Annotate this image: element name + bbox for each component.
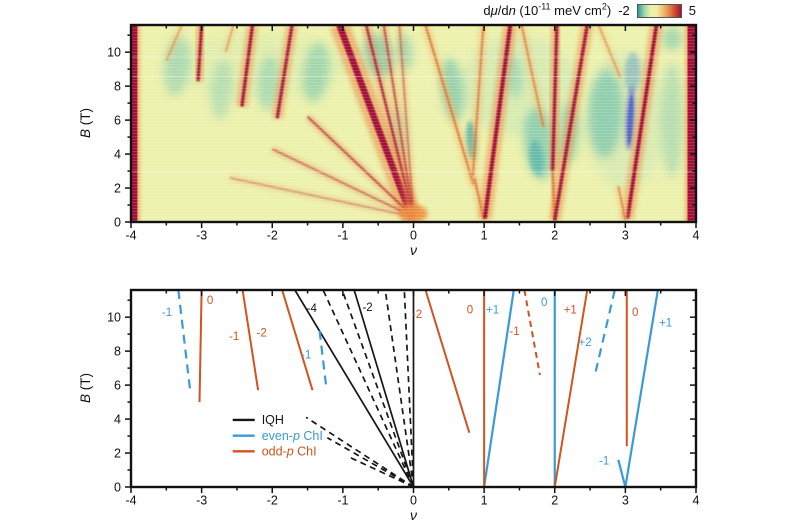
x-tick-label: 3 [622, 494, 629, 508]
line-label: -1 [509, 326, 519, 338]
x-tick-label: 1 [481, 494, 488, 508]
line-label: +2 [579, 337, 592, 349]
legend-label: even-p ChI [262, 429, 323, 443]
fan-line [424, 290, 471, 433]
fan-line [322, 290, 415, 488]
colorbar-row: dμ/dn (10-11 meV cm2) -2 5 [483, 1, 696, 18]
y-axis-title-top: B (T) [78, 108, 93, 139]
colorbar-min-label: -2 [618, 3, 630, 18]
x-tick-label: -1 [337, 494, 348, 508]
fan-line [294, 290, 415, 488]
x-tick-label: -3 [196, 229, 207, 243]
fan-line [318, 330, 328, 391]
x-tick-label: -4 [125, 494, 136, 508]
y-tick-label: 10 [107, 311, 121, 325]
x-axis-title-bottom: ν [410, 507, 417, 523]
line-label: -2 [257, 327, 267, 339]
heatmap-panel: -4 -3 -2 -1 0 1 2 3 4 0 2 4 6 8 10 [107, 23, 700, 243]
fan-diagram-panel: -4 -2 -1 -1 +1 0 +2 +1 -1 0 -1 -2 -2 0 -1 +1 0 IQH even-p … [107, 288, 700, 508]
line-label: 0 [207, 295, 213, 307]
line-label: -2 [362, 302, 372, 314]
x-tick-label: 1 [481, 229, 488, 243]
x-tick-label: 0 [410, 229, 417, 243]
x-tick-label: 0 [410, 494, 417, 508]
x-tick-label: -3 [196, 494, 207, 508]
y-tick-label: 6 [114, 379, 121, 393]
y-tick-label: 10 [107, 46, 121, 60]
x-tick-label: 4 [693, 494, 700, 508]
line-label: 0 [541, 297, 547, 309]
y-tick-label: 0 [114, 216, 121, 230]
fan-line [353, 290, 415, 488]
line-label: 0 [467, 305, 473, 317]
y-tick-label: 4 [114, 148, 121, 162]
y-tick-label: 0 [114, 481, 121, 495]
fan-svg: -4 -2 -1 -1 +1 0 +2 +1 -1 0 -1 -2 -2 0 -1 +1 0 IQH even-p … [107, 288, 700, 508]
heatmap-svg: -4 -3 -2 -1 0 1 2 3 4 0 2 4 6 8 10 [107, 23, 700, 243]
colorbar-label: dμ/dn (10-11 meV cm2) [483, 1, 612, 18]
legend-label: IQH [262, 413, 284, 427]
fan-line [523, 290, 541, 376]
line-label: +1 [659, 317, 672, 329]
x-tick-label: -2 [267, 229, 278, 243]
y-tick-label: 2 [114, 182, 121, 196]
fan-line [241, 290, 260, 391]
fan-line [177, 290, 192, 393]
y-tick-label: 8 [114, 80, 121, 94]
x-tick-label: -2 [267, 494, 278, 508]
fan-line [594, 290, 616, 372]
colorbar-max-label: 5 [688, 3, 696, 18]
colorbar [636, 3, 682, 18]
fan-line [403, 290, 415, 488]
fan-line [624, 290, 659, 488]
line-label: -1 [229, 331, 239, 343]
fan-line [347, 455, 414, 488]
legend-label: odd-p ChI [262, 445, 317, 459]
fan-line [198, 290, 203, 403]
fan-line [341, 290, 415, 488]
fan-line [483, 290, 515, 488]
fan-line [617, 459, 627, 488]
line-label: -4 [307, 303, 318, 315]
line-label: +1 [486, 305, 499, 317]
x-tick-label: -4 [125, 229, 136, 243]
x-tick-label: -1 [337, 229, 348, 243]
x-axis-title-top: ν [410, 242, 417, 258]
x-tick-label: 4 [693, 229, 700, 243]
fan-line [281, 290, 314, 391]
line-label: -1 [301, 350, 311, 362]
line-label: +1 [564, 305, 577, 317]
y-tick-label: 2 [114, 447, 121, 461]
y-tick-label: 6 [114, 114, 121, 128]
line-label: 0 [632, 307, 638, 319]
x-tick-label: 3 [622, 229, 629, 243]
fan-line [384, 290, 415, 488]
x-tick-label: 2 [551, 494, 558, 508]
y-tick-label: 4 [114, 413, 121, 427]
fan-line [553, 290, 589, 488]
y-axis-title-bottom: B (T) [78, 373, 93, 404]
line-label: -1 [599, 456, 609, 468]
line-label: -2 [412, 309, 422, 321]
y-tick-label: 8 [114, 345, 121, 359]
fan-line [305, 416, 414, 488]
line-label: -1 [162, 307, 172, 319]
x-tick-label: 2 [551, 229, 558, 243]
